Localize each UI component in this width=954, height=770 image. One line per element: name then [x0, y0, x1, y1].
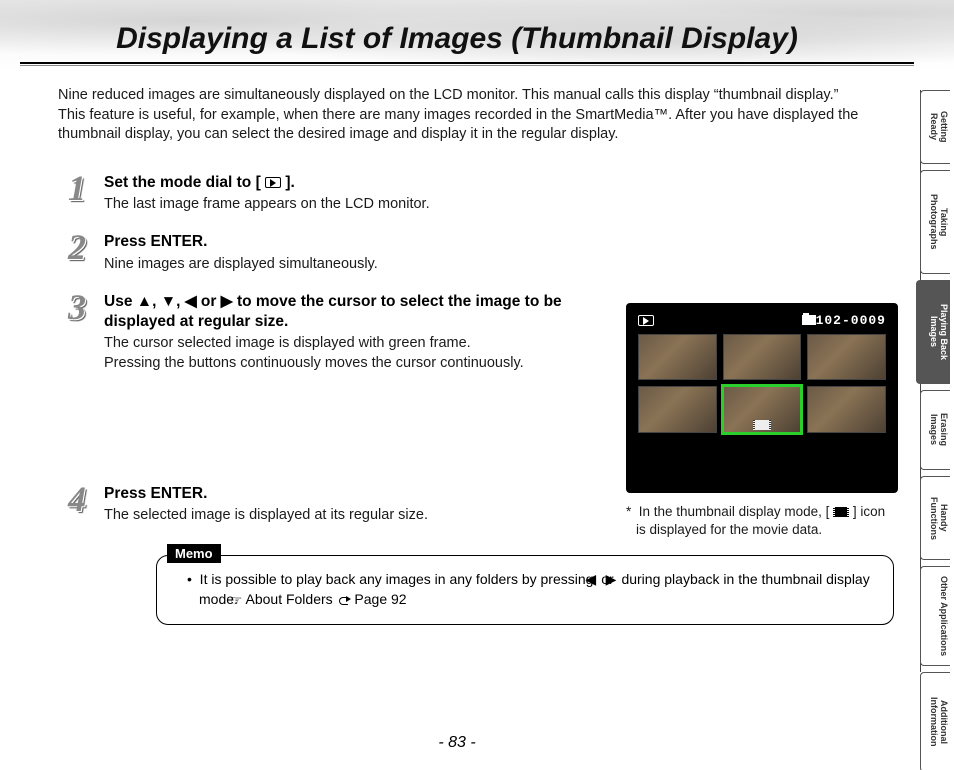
- step-number-1: 1: [58, 167, 96, 209]
- tab-additional-information[interactable]: Additional Information: [920, 672, 950, 770]
- thumbnail-2: [723, 334, 802, 381]
- step-1-heading-pre: Set the mode dial to [: [104, 174, 265, 191]
- memo-page-ref: Page 92: [351, 591, 407, 607]
- intro-line-1: Nine reduced images are simultaneously d…: [58, 86, 896, 106]
- step-3-body-l2: Pressing the buttons continuously moves …: [104, 354, 578, 374]
- lcd-screen: 102-0009: [626, 303, 898, 493]
- intro-text: Nine reduced images are simultaneously d…: [58, 86, 896, 145]
- thumbnail-1: [638, 334, 717, 381]
- content-area: Nine reduced images are simultaneously d…: [58, 86, 896, 625]
- step-2: 2 Press ENTER. Nine images are displayed…: [58, 232, 896, 274]
- tab-handy-functions[interactable]: Handy Functions: [920, 476, 950, 560]
- thumbnail-empty-8: [723, 439, 802, 484]
- thumbnail-5-selected: [723, 386, 802, 433]
- movie-badge-icon: [753, 420, 771, 430]
- thumbnail-6: [807, 386, 886, 433]
- intro-line-2: This feature is useful, for example, whe…: [58, 106, 896, 145]
- tab-playing-back-images[interactable]: Playing Back Images: [916, 280, 950, 384]
- memo-body: • It is possible to play back any images…: [187, 570, 875, 610]
- left-arrow-icon: ◀: [185, 292, 197, 312]
- memo-text-pre: • It is possible to play back any images…: [187, 571, 597, 587]
- memo-box: Memo • It is possible to play back any i…: [156, 555, 894, 625]
- lcd-footnote: * In the thumbnail display mode, [ ] ico…: [626, 503, 898, 539]
- step-3-heading: Use ▲, ▼, ◀ or ▶ to move the cursor to s…: [104, 292, 578, 332]
- tab-erasing-images[interactable]: Erasing Images: [920, 390, 950, 470]
- step-3-head-m3: or: [197, 293, 221, 310]
- up-arrow-icon: ▲: [137, 292, 152, 312]
- lcd-file-number: 102-0009: [802, 313, 886, 328]
- thumbnail-4: [638, 386, 717, 433]
- thumbnail-empty-7: [638, 439, 717, 484]
- lcd-play-icon: [638, 315, 654, 326]
- step-3: 3 Use ▲, ▼, ◀ or ▶ to move the cursor to…: [58, 292, 578, 373]
- step-3-head-m1: ,: [152, 293, 161, 310]
- title-underline: [20, 62, 914, 64]
- tab-other-applications[interactable]: Other Applications: [920, 566, 950, 666]
- thumbnail-empty-9: [807, 439, 886, 484]
- step-1-body: The last image frame appears on the LCD …: [104, 195, 896, 215]
- memo-text-post2: About Folders: [242, 591, 336, 607]
- file-number-text: 102-0009: [816, 313, 886, 328]
- step-number-3: 3: [58, 286, 96, 328]
- folder-icon: [802, 315, 816, 325]
- step-3-body-l1: The cursor selected image is displayed w…: [104, 334, 578, 354]
- steps: 1 Set the mode dial to [ ]. The last ima…: [58, 173, 896, 526]
- page: Displaying a List of Images (Thumbnail D…: [0, 0, 954, 770]
- section-tabs: Getting Ready Taking Photographs Playing B…: [918, 90, 950, 730]
- lcd-note-pre: * In the thumbnail display mode, [: [626, 504, 833, 519]
- step-2-heading: Press ENTER.: [104, 232, 896, 252]
- step-1-heading-post: ].: [281, 174, 295, 191]
- step-1-heading: Set the mode dial to [ ].: [104, 173, 896, 193]
- memo-bullet: • It is possible to play back any images…: [187, 570, 875, 610]
- step-number-4: 4: [58, 478, 96, 520]
- film-icon: [833, 507, 849, 517]
- playback-mode-icon: [265, 177, 281, 188]
- step-3-head-m2: ,: [176, 293, 185, 310]
- step-1: 1 Set the mode dial to [ ]. The last ima…: [58, 173, 896, 215]
- tab-taking-photographs[interactable]: Taking Photographs: [920, 170, 950, 274]
- lcd-illustration: 102-0009 * In the thu: [626, 303, 898, 539]
- step-3-body: The cursor selected image is displayed w…: [104, 334, 578, 373]
- tab-getting-ready[interactable]: Getting Ready: [920, 90, 950, 164]
- right-arrow-icon: ▶: [221, 292, 233, 312]
- step-2-body: Nine images are displayed simultaneously…: [104, 255, 896, 275]
- thumbnail-3: [807, 334, 886, 381]
- down-arrow-icon: ▼: [161, 292, 176, 312]
- step-number-2: 2: [58, 226, 96, 268]
- lcd-topbar: 102-0009: [638, 313, 886, 328]
- page-number: - 83 -: [0, 734, 914, 752]
- page-title: Displaying a List of Images (Thumbnail D…: [0, 22, 914, 56]
- step-3-head-pre: Use: [104, 293, 137, 310]
- thumbnail-grid: [638, 334, 886, 484]
- page-ref-arrow-icon: [337, 595, 351, 605]
- memo-label: Memo: [167, 544, 221, 563]
